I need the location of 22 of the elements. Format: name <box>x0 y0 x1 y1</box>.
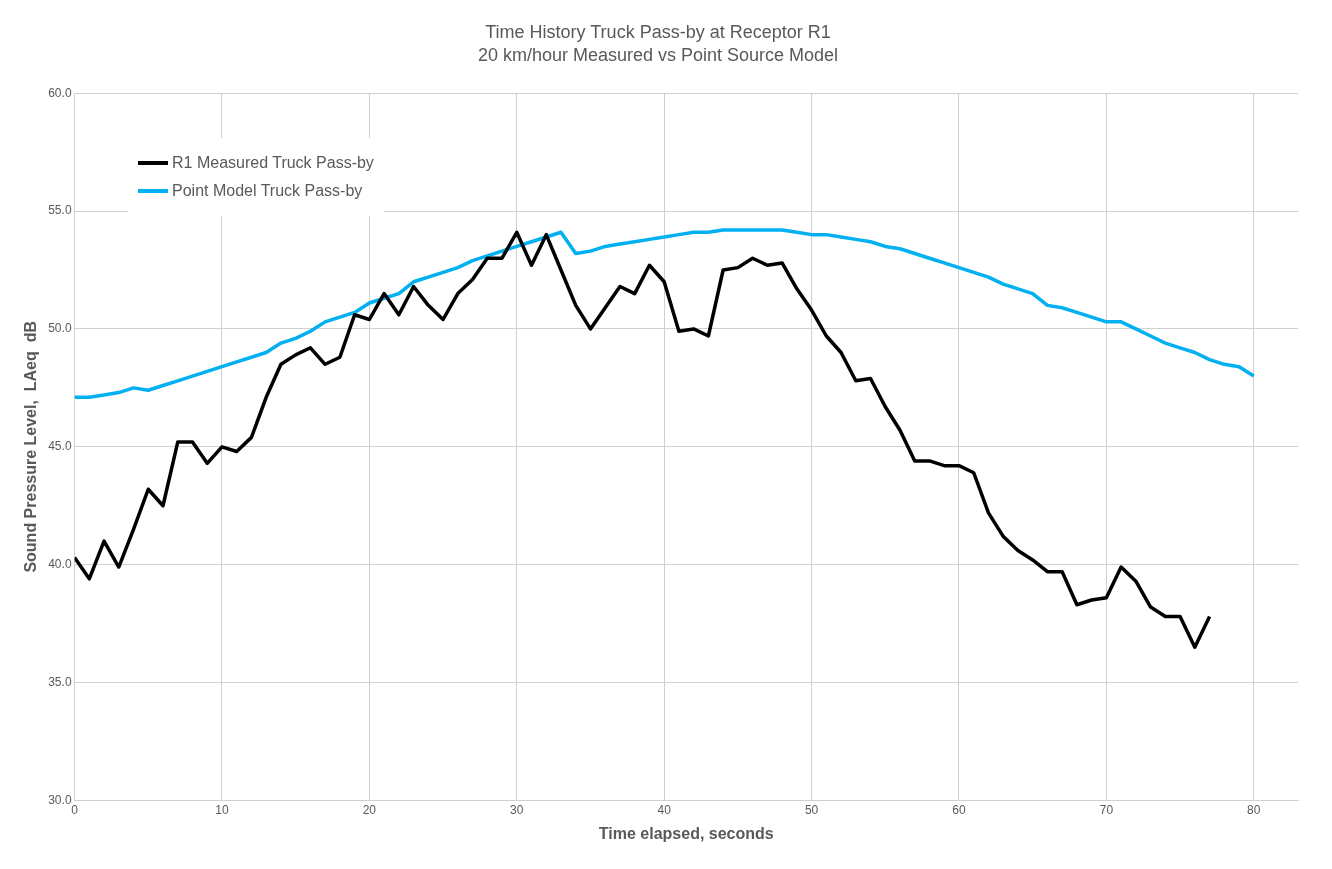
x-tick-label: 60 <box>952 802 966 817</box>
y-tick-label: 55.0 <box>48 203 72 218</box>
x-tick-label: 30 <box>510 802 524 817</box>
legend-label: Point Model Truck Pass-by <box>172 182 363 200</box>
x-tick-label: 10 <box>215 802 229 817</box>
y-tick-label: 35.0 <box>48 674 72 689</box>
legend-label: R1 Measured Truck Pass-by <box>172 154 374 172</box>
x-tick-label: 20 <box>362 802 377 817</box>
x-axis-title: Time elapsed, seconds <box>598 824 774 842</box>
y-tick-label: 30.0 <box>48 792 72 807</box>
y-tick-label: 40.0 <box>48 556 72 571</box>
y-tick-label: 60.0 <box>48 85 72 100</box>
x-tick-label: 80 <box>1247 802 1261 817</box>
chart-title: Time History Truck Pass-by at Receptor R1 <box>485 21 831 42</box>
y-axis-title: Sound Pressure Level, LAeq dB <box>22 320 40 573</box>
x-tick-label: 40 <box>657 802 672 817</box>
chart-subtitle: 20 km/hour Measured vs Point Source Model <box>477 45 839 66</box>
x-tick-label: 50 <box>804 802 819 817</box>
x-tick-label: 70 <box>1099 802 1114 817</box>
x-tick-label: 0 <box>71 802 79 817</box>
y-tick-label: 50.0 <box>48 321 72 336</box>
y-tick-label: 45.0 <box>48 439 72 454</box>
